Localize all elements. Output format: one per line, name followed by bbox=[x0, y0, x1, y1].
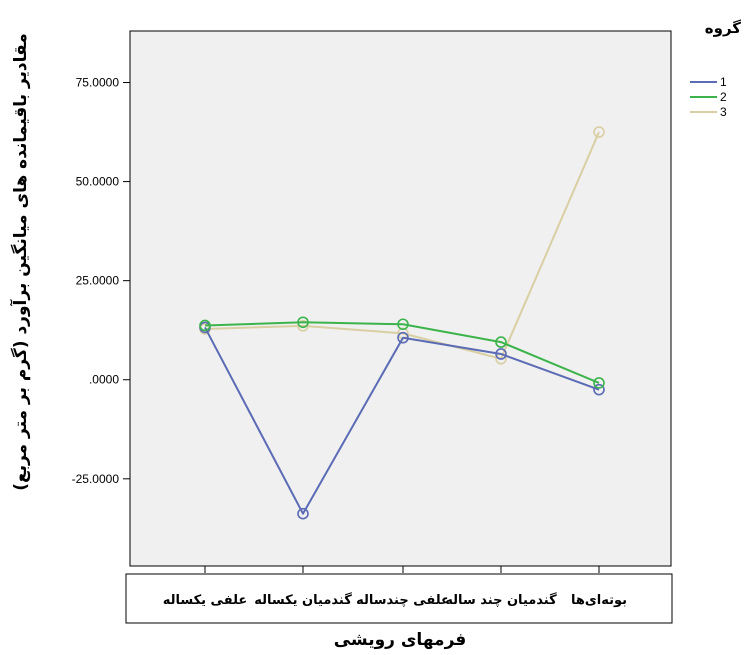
legend-label: 1 bbox=[720, 75, 727, 89]
y-tick-label: -25.0000 bbox=[72, 472, 120, 486]
x-category-label: علفی یکساله bbox=[163, 593, 248, 608]
y-tick-label: 75.0000 bbox=[76, 76, 120, 90]
data-point bbox=[593, 126, 605, 138]
legend: گروه 123 bbox=[690, 19, 741, 119]
y-tick-label: 50.0000 bbox=[76, 175, 120, 189]
data-point bbox=[199, 319, 211, 332]
data-point bbox=[297, 507, 309, 520]
x-axis-title: فرمهای رویشی bbox=[334, 630, 467, 650]
y-tick-label: 25.0000 bbox=[76, 274, 120, 288]
y-axis: 75.0000 50.0000 25.0000 .0000 -25.0000 bbox=[72, 76, 130, 486]
legend-label: 3 bbox=[720, 105, 727, 119]
data-point bbox=[297, 316, 309, 329]
data-point bbox=[593, 383, 605, 396]
x-category-label: علفی چندساله bbox=[356, 593, 450, 608]
series-line bbox=[204, 326, 600, 515]
x-category-box bbox=[125, 573, 673, 624]
data-point bbox=[397, 318, 409, 331]
series-line bbox=[204, 321, 600, 384]
data-point bbox=[297, 320, 309, 332]
x-category-label: گندمیان چند ساله bbox=[445, 592, 557, 608]
series-2 bbox=[199, 316, 605, 389]
legend-title: گروه bbox=[705, 19, 742, 37]
data-point bbox=[397, 331, 409, 344]
data-point bbox=[495, 336, 507, 348]
data-point bbox=[495, 348, 507, 360]
x-axis: علفی یکساله گندمیان یکساله علفی چندسالهگند… bbox=[125, 566, 673, 624]
series-layer bbox=[199, 126, 605, 520]
y-axis-title: مقادیر باقیمانده های میانگین برآورد (گرم… bbox=[9, 33, 31, 491]
y-tick-label: .0000 bbox=[89, 373, 119, 387]
x-category-label: گندمیان یکساله bbox=[254, 592, 352, 608]
x-category-label: بوته‌ای‌ها bbox=[571, 593, 627, 608]
plot-area bbox=[129, 30, 672, 567]
data-point bbox=[593, 377, 605, 389]
legend-label: 2 bbox=[720, 90, 727, 104]
